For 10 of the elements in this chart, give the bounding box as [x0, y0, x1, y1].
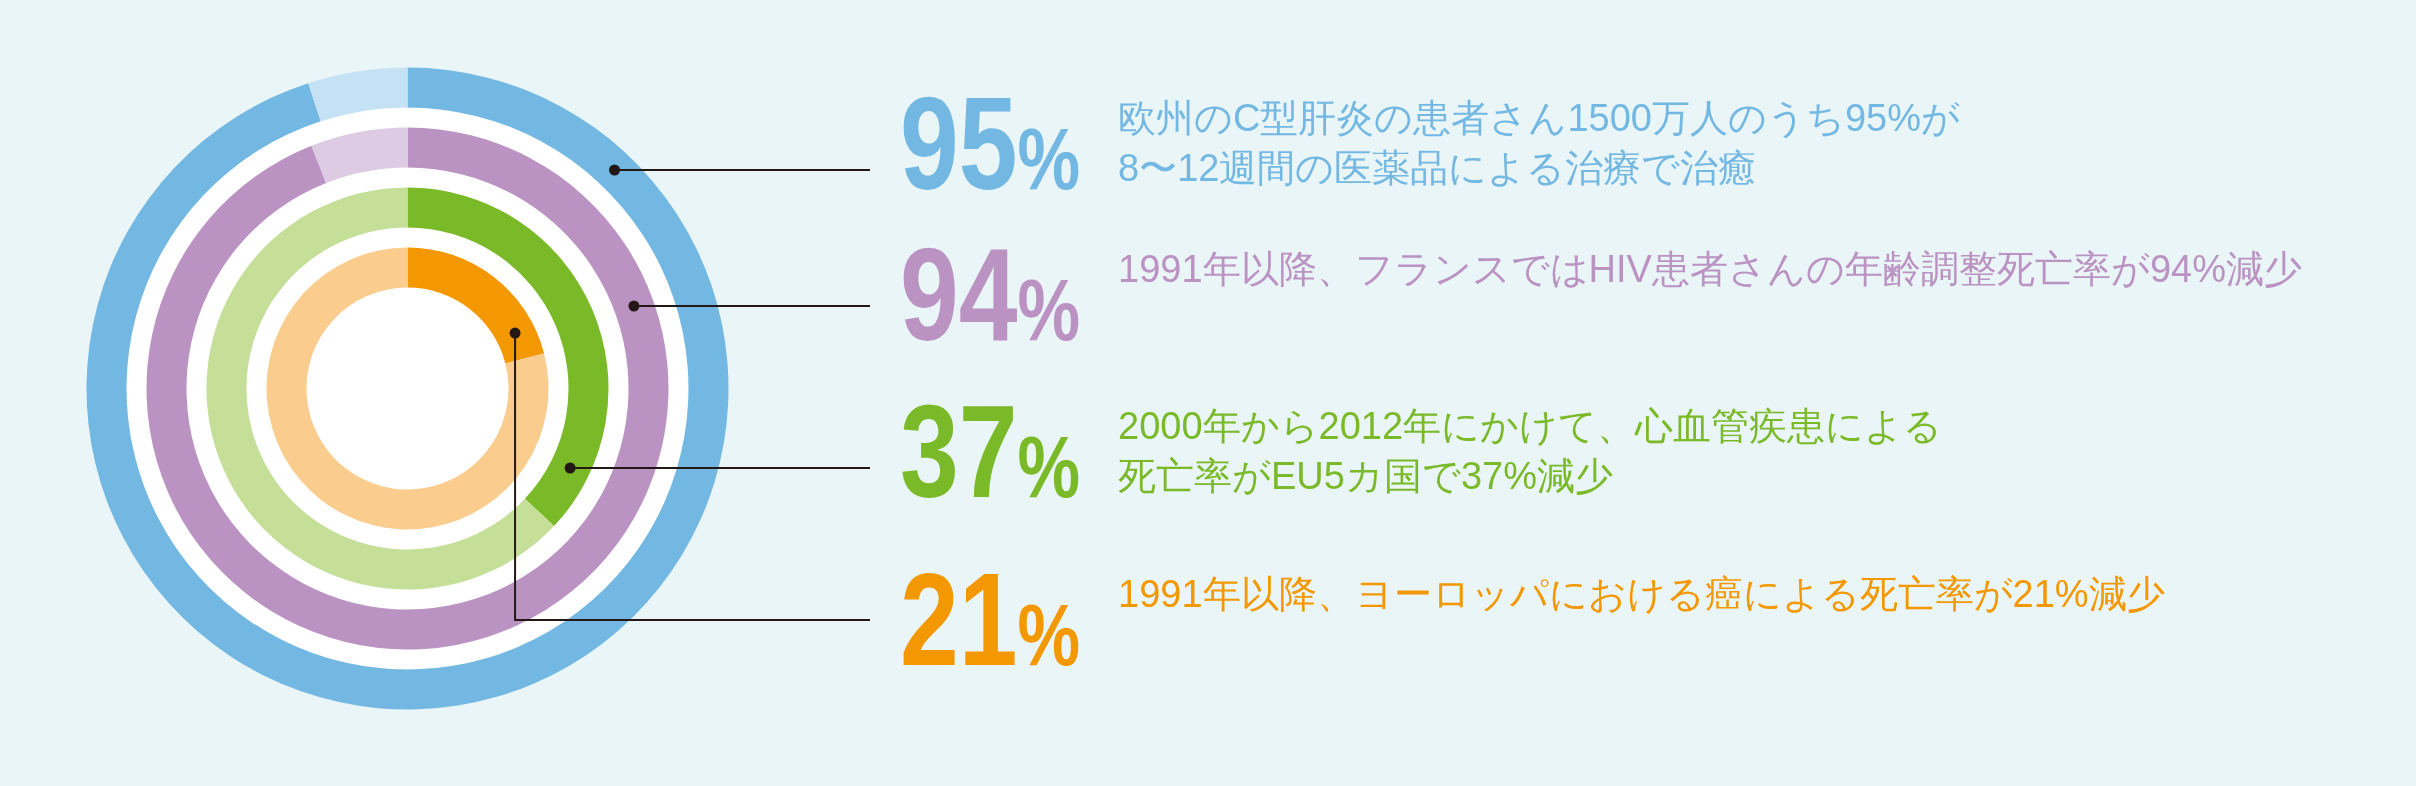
- text: 1991年以降、フランスではHIV患者さんの年齢調整死亡率が94%減少: [1118, 248, 2302, 290]
- text: 死亡率がEU5カ国で37%減少: [1118, 455, 1613, 497]
- data-label: 21%: [900, 545, 1081, 693]
- text: 欧州のC型肝炎の患者さん1500万人のうち95%が: [1118, 97, 1961, 139]
- text: 1991年以降、ヨーロッパにおける癌による死亡率が21%減少: [1118, 573, 2165, 615]
- data-label: 95%: [900, 69, 1081, 217]
- data-label: 37%: [900, 377, 1081, 525]
- text: 8〜12週間の医薬品による治療で治癒: [1118, 147, 1757, 189]
- text: 2000年から2012年にかけて、心血管疾患による: [1118, 405, 1943, 447]
- data-label: 94%: [900, 220, 1081, 368]
